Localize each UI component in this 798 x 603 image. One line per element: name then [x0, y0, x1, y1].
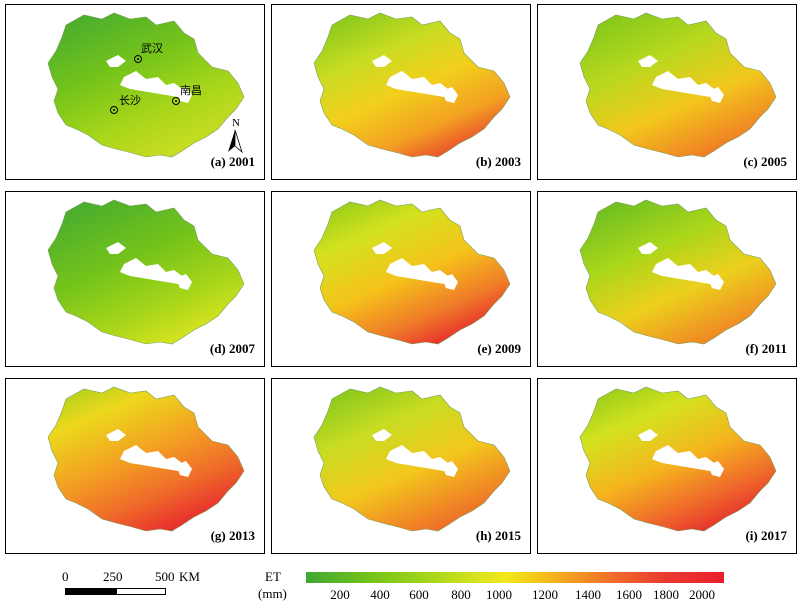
et-map-2015 [272, 379, 530, 553]
et-map-2007 [6, 192, 264, 366]
map-panel-c: (c) 2005 [537, 4, 797, 180]
legend-title-unit: (mm) [258, 586, 287, 601]
scale-tick-500: 500 [155, 569, 175, 584]
panel-label: (g) 2013 [210, 528, 255, 543]
et-color-ramp [306, 572, 724, 583]
legend-title-et: ET [265, 569, 281, 584]
legend-tick-1800: 1800 [653, 587, 679, 602]
legend-tick-200: 200 [330, 587, 350, 602]
legend-tick-1600: 1600 [616, 587, 642, 602]
city-label-wuhan: 武汉 [141, 42, 163, 55]
scale-segment-black [65, 588, 117, 595]
et-map-2011 [538, 192, 796, 366]
legend-tick-2000: 2000 [689, 587, 715, 602]
city-marker-nanchang [172, 97, 180, 105]
panel-label: (i) 2017 [745, 528, 787, 543]
map-panel-i: (i) 2017 [537, 378, 797, 554]
et-map-2017 [538, 379, 796, 553]
panel-label: (d) 2007 [209, 341, 255, 356]
panel-label: (e) 2009 [477, 341, 521, 356]
scale-unit: KM [179, 569, 200, 584]
panel-label: (c) 2005 [743, 154, 787, 169]
scale-segment-white [116, 588, 166, 595]
et-map-2005 [538, 5, 796, 179]
city-label-nanchang: 南昌 [180, 84, 202, 97]
north-arrow-icon: N [228, 117, 243, 154]
scale-tick-0: 0 [62, 569, 69, 584]
map-panel-g: (g) 2013 [5, 378, 265, 554]
panel-label: (b) 2003 [475, 154, 521, 169]
city-label-changsha: 长沙 [119, 94, 141, 107]
map-panel-d: (d) 2007 [5, 191, 265, 367]
panel-label: (h) 2015 [475, 528, 521, 543]
et-map-2003 [272, 5, 530, 179]
city-marker-wuhan [134, 55, 142, 63]
north-label: N [232, 117, 240, 129]
city-marker-changsha [110, 106, 118, 114]
legend-tick-800: 800 [451, 587, 471, 602]
legend-tick-600: 600 [409, 587, 429, 602]
panel-label: (f) 2011 [745, 341, 787, 356]
et-map-2013 [6, 379, 264, 553]
panel-label: (a) 2001 [210, 154, 255, 169]
scale-tick-250: 250 [103, 569, 123, 584]
map-panel-h: (h) 2015 [271, 378, 531, 554]
map-panel-e: (e) 2009 [271, 191, 531, 367]
map-panel-a: 武汉 长沙 南昌 N (a) 2001 [5, 4, 265, 180]
legend-tick-1000: 1000 [486, 587, 512, 602]
legend-tick-1200: 1200 [532, 587, 558, 602]
legend-tick-400: 400 [370, 587, 390, 602]
map-panel-f: (f) 2011 [537, 191, 797, 367]
map-panel-b: (b) 2003 [271, 4, 531, 180]
legend-tick-1400: 1400 [575, 587, 601, 602]
et-map-2009 [272, 192, 530, 366]
